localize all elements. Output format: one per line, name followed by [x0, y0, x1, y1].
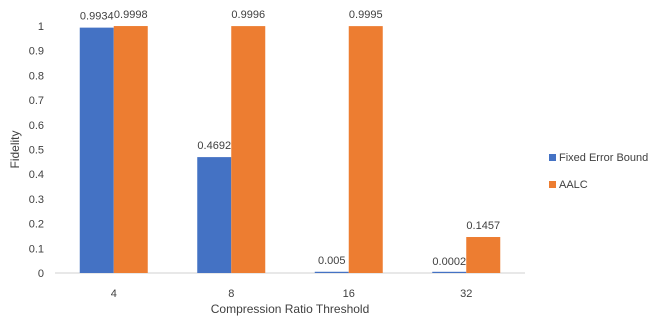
y-tick-label: 0.5 — [29, 145, 44, 157]
y-tick-label: 0.7 — [29, 95, 44, 107]
legend-swatch — [549, 181, 556, 188]
legend: Fixed Error Bound AALC — [549, 152, 648, 191]
y-tick-label: 0.6 — [29, 120, 44, 132]
y-tick-label: 1 — [38, 21, 44, 33]
data-label: 0.005 — [318, 255, 346, 267]
bar-fixed-error-bound-8 — [197, 157, 232, 273]
y-axis-ticks: 0 0.1 0.2 0.3 0.4 0.5 0.6 0.7 0.8 0.9 1 — [29, 21, 44, 280]
y-axis-title: Fidelity — [8, 130, 22, 168]
data-label: 0.9998 — [114, 9, 148, 21]
bar-aalc-32 — [466, 237, 501, 273]
x-axis-ticks: 4 8 16 32 — [111, 288, 473, 300]
x-tick-label: 4 — [111, 288, 117, 300]
y-tick-label: 0.8 — [29, 70, 44, 82]
bar-fixed-error-bound-16 — [314, 271, 349, 273]
bar-fixed-error-bound-32 — [432, 271, 467, 273]
data-label: 0.1457 — [466, 220, 500, 232]
data-label: 0.9996 — [231, 9, 265, 21]
bar-fixed-error-bound-4 — [79, 27, 114, 273]
bars-group — [79, 26, 501, 273]
x-tick-label: 16 — [343, 288, 355, 300]
y-tick-label: 0.1 — [29, 243, 44, 255]
legend-label: AALC — [559, 179, 588, 191]
bar-aalc-16 — [348, 26, 383, 273]
x-axis-title: Compression Ratio Threshold — [211, 302, 370, 316]
x-tick-label: 32 — [460, 288, 472, 300]
x-tick-label: 8 — [228, 288, 234, 300]
data-labels-group: 0.9934 0.9998 0.4692 0.9996 0.005 0.9995 0.000… — [80, 9, 500, 268]
y-tick-label: 0.3 — [29, 194, 44, 206]
data-label: 0.9934 — [80, 11, 114, 23]
y-tick-label: 0.2 — [29, 219, 44, 231]
bar-aalc-4 — [113, 26, 148, 273]
data-label: 0.0002 — [432, 256, 466, 268]
bar-aalc-8 — [231, 26, 266, 273]
legend-swatch — [549, 154, 556, 161]
data-label: 0.4692 — [197, 140, 231, 152]
legend-label: Fixed Error Bound — [559, 152, 648, 164]
y-tick-label: 0.4 — [29, 169, 44, 181]
y-tick-label: 0 — [38, 268, 44, 280]
data-label: 0.9995 — [349, 9, 383, 21]
y-tick-label: 0.9 — [29, 46, 44, 58]
